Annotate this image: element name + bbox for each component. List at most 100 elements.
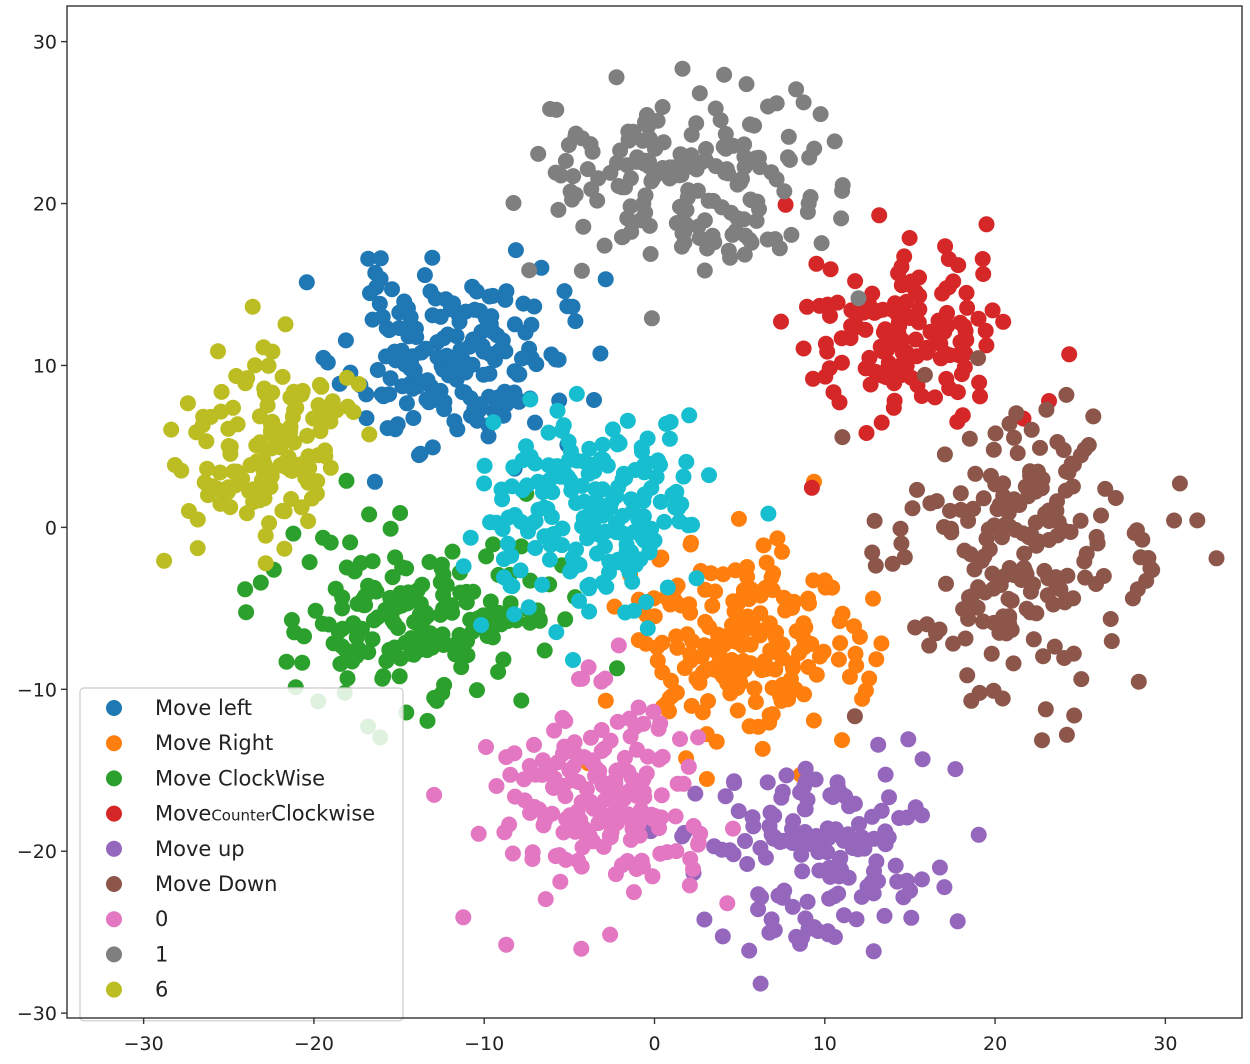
series-4 (642, 731, 987, 992)
data-point (513, 692, 530, 709)
data-point (563, 482, 580, 499)
data-point (274, 368, 291, 385)
data-point (639, 620, 656, 637)
data-point (548, 624, 565, 641)
data-point (949, 913, 966, 930)
data-point (411, 606, 428, 623)
x-tick-label: 30 (1153, 1033, 1177, 1055)
legend-label: Move ClockWise (155, 766, 325, 790)
data-point (406, 644, 423, 661)
data-point (498, 936, 515, 953)
data-point (667, 808, 684, 825)
data-point (163, 421, 180, 438)
data-point (873, 414, 890, 431)
data-point (283, 612, 300, 628)
data-point (590, 170, 607, 187)
data-point (490, 663, 507, 680)
data-point (1072, 447, 1089, 464)
data-point (1038, 401, 1055, 418)
data-point (704, 597, 721, 614)
data-point (817, 368, 834, 385)
data-point (978, 530, 995, 547)
data-point (682, 850, 699, 867)
data-point (513, 538, 530, 555)
data-point (797, 760, 814, 777)
data-point (683, 126, 700, 143)
data-point (325, 635, 342, 652)
data-point (893, 277, 910, 294)
data-point (514, 452, 531, 469)
data-point (976, 548, 993, 565)
legend-label: Move up (155, 837, 245, 861)
data-point (725, 626, 742, 643)
data-point (549, 402, 566, 419)
data-point (794, 863, 811, 880)
data-point (850, 290, 867, 307)
data-point (309, 473, 326, 490)
data-point (865, 590, 881, 607)
data-point (1171, 475, 1188, 492)
data-point (992, 577, 1009, 593)
data-point (698, 771, 715, 787)
data-point (1049, 493, 1065, 510)
data-point (846, 795, 863, 812)
data-point (624, 820, 641, 837)
data-point (548, 101, 565, 118)
data-point (755, 537, 772, 554)
data-point (851, 816, 867, 832)
data-point (674, 60, 691, 77)
data-point (700, 693, 716, 710)
data-point (1065, 590, 1082, 607)
data-point (485, 414, 502, 431)
data-point (736, 136, 753, 153)
data-point (1009, 445, 1026, 462)
data-point (530, 501, 547, 518)
data-point (760, 505, 777, 522)
data-point (237, 375, 254, 392)
data-point (918, 339, 935, 356)
data-point (257, 527, 274, 544)
data-point (693, 648, 710, 665)
data-point (666, 592, 683, 609)
data-point (783, 226, 800, 243)
data-point (521, 614, 538, 631)
data-point (875, 324, 892, 341)
data-point (707, 583, 724, 600)
data-point (690, 836, 707, 853)
data-point (398, 395, 415, 412)
data-point (399, 319, 415, 336)
data-point (609, 815, 625, 831)
data-point (274, 424, 291, 441)
data-point (364, 631, 381, 648)
data-point (677, 216, 694, 233)
data-point (360, 644, 377, 661)
data-point (836, 907, 852, 924)
data-point (864, 808, 881, 825)
data-point (322, 534, 339, 551)
data-point (664, 486, 681, 503)
data-point (975, 613, 992, 630)
data-point (822, 261, 839, 278)
data-point (751, 201, 767, 218)
data-point (752, 975, 769, 992)
data-point (1022, 463, 1038, 480)
data-point (795, 340, 812, 357)
data-point (651, 751, 667, 768)
data-point (826, 888, 843, 905)
data-point (901, 230, 918, 246)
data-point (609, 660, 625, 677)
data-point (716, 66, 733, 83)
data-point (598, 578, 615, 595)
data-point (220, 438, 237, 454)
data-point (681, 596, 698, 613)
data-point (1011, 497, 1028, 513)
data-point (770, 887, 787, 904)
data-point (895, 889, 912, 906)
data-point (868, 651, 885, 668)
data-point (945, 635, 962, 652)
legend-marker (106, 946, 122, 963)
data-point (994, 690, 1011, 707)
data-point (977, 322, 994, 339)
data-point (950, 347, 967, 363)
